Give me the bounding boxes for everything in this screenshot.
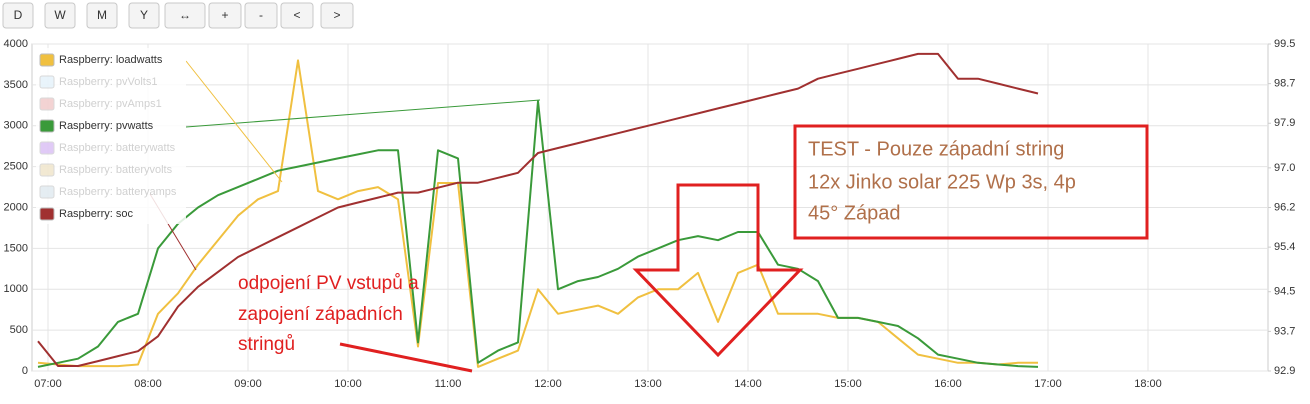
button-label[interactable]: < bbox=[293, 8, 300, 22]
annotation: zapojení západních bbox=[238, 304, 403, 325]
legend-label[interactable]: Raspberry: soc bbox=[59, 208, 133, 220]
button-label[interactable]: ↔ bbox=[179, 8, 191, 22]
x-tick-label: 08:00 bbox=[134, 378, 162, 390]
button-frame[interactable] bbox=[164, 2, 206, 29]
button-label[interactable]: - bbox=[259, 8, 263, 22]
y2-tick-label: 97.0 bbox=[1274, 162, 1295, 174]
legend-swatch[interactable] bbox=[39, 75, 55, 89]
pointer-line bbox=[339, 342, 473, 373]
y-tick-label: 3500 bbox=[4, 79, 28, 91]
annotation-box bbox=[793, 124, 1149, 240]
legend-item[interactable]: Raspberry: soc bbox=[39, 207, 133, 221]
annotation: stringů bbox=[238, 334, 295, 355]
legend-item[interactable]: Raspberry: batterywatts bbox=[39, 141, 176, 155]
legend-label[interactable]: Raspberry: pvwatts bbox=[59, 120, 154, 132]
button-frame[interactable] bbox=[280, 2, 314, 29]
legend-label[interactable]: Raspberry: pvAmps1 bbox=[59, 98, 162, 110]
legend-swatch[interactable] bbox=[39, 163, 55, 177]
legend-swatch[interactable] bbox=[39, 97, 55, 111]
y2-tick-label: 95.4 bbox=[1274, 241, 1295, 253]
legend-item[interactable]: Raspberry: loadwatts bbox=[39, 53, 163, 67]
y-tick-label: 2000 bbox=[4, 201, 28, 213]
button-label[interactable]: W bbox=[54, 8, 66, 22]
toolbar-button[interactable]: M bbox=[86, 2, 118, 29]
button-label[interactable]: M bbox=[97, 8, 107, 22]
toolbar-button[interactable]: D bbox=[2, 2, 34, 29]
series-line bbox=[37, 100, 1039, 368]
legend: Raspberry: loadwatts Raspberry: pvVolts1 R… bbox=[36, 48, 186, 224]
x-tick-label: 18:00 bbox=[1134, 378, 1162, 390]
button-frame[interactable] bbox=[244, 2, 278, 29]
button-label[interactable]: + bbox=[221, 8, 228, 22]
x-tick-label: 07:00 bbox=[34, 378, 62, 390]
x-tick-label: 16:00 bbox=[934, 378, 962, 390]
y-tick-label: 1000 bbox=[4, 283, 28, 295]
x-tick-label: 14:00 bbox=[734, 378, 762, 390]
annotation: TEST - Pouze západní string bbox=[808, 138, 1064, 160]
tooltip-connector bbox=[185, 60, 283, 183]
button-label[interactable]: D bbox=[14, 8, 23, 22]
legend-label[interactable]: Raspberry: batterywatts bbox=[59, 142, 176, 154]
legend-swatch[interactable] bbox=[39, 53, 55, 67]
y-tick-label: 4000 bbox=[4, 38, 28, 50]
y2-tick-label: 93.7 bbox=[1274, 325, 1295, 337]
toolbar-button[interactable]: + bbox=[208, 2, 242, 29]
x-tick-label: 17:00 bbox=[1034, 378, 1062, 390]
toolbar-button[interactable]: ↔ bbox=[164, 2, 206, 29]
legend-label[interactable]: Raspberry: batteryamps bbox=[59, 186, 177, 198]
y2-tick-label: 98.7 bbox=[1274, 78, 1295, 90]
annotation: 45° Západ bbox=[808, 202, 901, 224]
button-label[interactable]: > bbox=[333, 8, 340, 22]
y2-tick-label: 99.5 bbox=[1274, 38, 1295, 50]
annotation: 12x Jinko solar 225 Wp 3s, 4p bbox=[808, 171, 1076, 193]
legend-swatch[interactable] bbox=[39, 207, 55, 221]
y2-tick-label: 97.9 bbox=[1274, 117, 1295, 129]
button-frame[interactable] bbox=[44, 2, 76, 29]
x-tick-label: 09:00 bbox=[234, 378, 262, 390]
x-tick-label: 13:00 bbox=[634, 378, 662, 390]
toolbar-button[interactable]: > bbox=[320, 2, 354, 29]
x-tick-label: 15:00 bbox=[834, 378, 862, 390]
legend-label[interactable]: Raspberry: pvVolts1 bbox=[59, 76, 157, 88]
y-tick-label: 3000 bbox=[4, 120, 28, 132]
button-frame[interactable] bbox=[208, 2, 242, 29]
arrow-shape bbox=[632, 183, 804, 358]
legend-swatch[interactable] bbox=[39, 119, 55, 133]
annotation: odpojení PV vstupů a bbox=[238, 273, 419, 294]
lines bbox=[37, 52, 1039, 368]
legend-swatch[interactable] bbox=[39, 185, 55, 199]
toolbar-button[interactable]: - bbox=[244, 2, 278, 29]
y-tick-label: 500 bbox=[10, 324, 28, 336]
toolbar-button[interactable]: Y bbox=[128, 2, 160, 29]
y2-tick-label: 92.9 bbox=[1274, 365, 1295, 377]
legend-label[interactable]: Raspberry: batteryvolts bbox=[59, 164, 173, 176]
x-tick-label: 11:00 bbox=[435, 378, 462, 390]
y2-tick-label: 94.5 bbox=[1274, 286, 1295, 298]
toolbar-button[interactable]: < bbox=[280, 2, 314, 29]
y-tick-label: 2500 bbox=[4, 161, 28, 173]
y-tick-label: 0 bbox=[22, 365, 28, 377]
toolbar: D W M Y ↔ + - < > bbox=[2, 2, 354, 29]
button-frame[interactable] bbox=[320, 2, 354, 29]
series-line bbox=[37, 52, 1039, 367]
legend-box bbox=[36, 48, 186, 224]
button-frame[interactable] bbox=[86, 2, 118, 29]
button-frame[interactable] bbox=[128, 2, 160, 29]
y-tick-label: 1500 bbox=[4, 242, 28, 254]
x-tick-label: 12:00 bbox=[534, 378, 562, 390]
tooltip-connector bbox=[185, 99, 541, 128]
y2-tick-label: 96.2 bbox=[1274, 201, 1295, 213]
legend-item[interactable]: Raspberry: pvAmps1 bbox=[39, 97, 162, 111]
legend-item[interactable]: Raspberry: pvVolts1 bbox=[39, 75, 157, 89]
legend-item[interactable]: Raspberry: batteryvolts bbox=[39, 163, 173, 177]
legend-item[interactable]: Raspberry: batteryamps bbox=[39, 185, 177, 199]
button-label[interactable]: Y bbox=[140, 8, 148, 22]
x-tick-label: 10:00 bbox=[334, 378, 362, 390]
legend-swatch[interactable] bbox=[39, 141, 55, 155]
toolbar-button[interactable]: W bbox=[44, 2, 76, 29]
legend-label[interactable]: Raspberry: loadwatts bbox=[59, 54, 163, 66]
button-frame[interactable] bbox=[2, 2, 34, 29]
legend-item[interactable]: Raspberry: pvwatts bbox=[39, 119, 154, 133]
